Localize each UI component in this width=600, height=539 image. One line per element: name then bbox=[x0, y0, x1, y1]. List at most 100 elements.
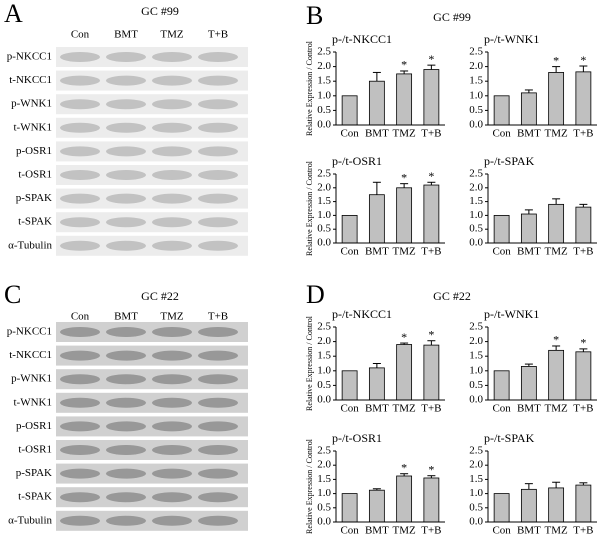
blot-band bbox=[152, 468, 192, 479]
bar bbox=[423, 344, 440, 401]
blot-band bbox=[106, 170, 146, 180]
blot-band bbox=[198, 397, 238, 408]
x-tick-label: Con bbox=[340, 246, 359, 258]
y-axis-label: Relative Expression / Control bbox=[305, 438, 314, 534]
blot-band bbox=[152, 397, 192, 408]
y-tick-label: 2.5 bbox=[469, 168, 483, 180]
x-tick-label: TMZ bbox=[393, 525, 417, 537]
error-bar bbox=[524, 363, 533, 367]
chart-title: p-/t-OSR1 bbox=[332, 154, 382, 168]
y-tick-label: 1.5 bbox=[469, 350, 483, 362]
y-tick-label: 2.0 bbox=[469, 60, 483, 72]
x-tick-label: T+B bbox=[573, 403, 593, 415]
y-tick-label: 0.0 bbox=[469, 394, 483, 406]
blot-label: p-WNK1 bbox=[11, 373, 52, 385]
x-tick-label: BMT bbox=[365, 128, 389, 140]
x-tick-label: BMT bbox=[517, 246, 541, 258]
y-tick-label: 0.0 bbox=[317, 237, 331, 249]
bar bbox=[575, 206, 592, 244]
error-bar bbox=[552, 198, 561, 205]
x-tick-label: BMT bbox=[365, 403, 389, 415]
bar bbox=[341, 214, 358, 244]
y-tick-label: 2.0 bbox=[469, 459, 483, 471]
blot-band bbox=[198, 327, 238, 337]
lane-label: BMT bbox=[114, 29, 138, 41]
blot-band bbox=[152, 374, 192, 385]
x-tick-label: TMZ bbox=[393, 246, 417, 258]
y-tick-label: 0.5 bbox=[317, 223, 331, 235]
blot-band bbox=[152, 146, 192, 157]
chart-title: p-/t-NKCC1 bbox=[332, 32, 392, 46]
lane-label: T+B bbox=[208, 29, 228, 41]
blot-band bbox=[60, 217, 100, 228]
panel-title: GC #22 bbox=[433, 289, 471, 303]
y-tick-label: 0.5 bbox=[469, 379, 483, 391]
panel-title: GC #99 bbox=[141, 4, 179, 18]
y-tick-label: 2.0 bbox=[317, 181, 331, 193]
bar bbox=[575, 351, 592, 401]
y-tick-label: 1.5 bbox=[317, 195, 331, 207]
significance-mark: * bbox=[553, 53, 559, 67]
y-tick-label: 1.5 bbox=[469, 75, 483, 87]
blot-band bbox=[106, 122, 146, 133]
blot-band bbox=[152, 99, 192, 110]
y-tick-label: 2.5 bbox=[317, 445, 331, 457]
x-tick-label: TMZ bbox=[545, 403, 569, 415]
bar bbox=[520, 213, 537, 244]
x-tick-label: Con bbox=[492, 525, 511, 537]
chart-title: p-/t-WNK1 bbox=[484, 32, 539, 46]
panel-letter: C bbox=[4, 280, 21, 309]
blot-label: t-OSR1 bbox=[18, 444, 52, 456]
blot-label: t-NKCC1 bbox=[9, 74, 52, 86]
bar bbox=[548, 487, 565, 523]
bar bbox=[493, 370, 510, 401]
blot-band bbox=[106, 350, 146, 361]
error-bar bbox=[427, 181, 436, 186]
x-tick-label: Con bbox=[492, 403, 511, 415]
bar bbox=[548, 72, 565, 126]
blot-band bbox=[152, 515, 192, 526]
blot-band bbox=[198, 99, 238, 110]
error-bar bbox=[579, 482, 588, 486]
y-tick-label: 0.5 bbox=[317, 379, 331, 391]
error-bar bbox=[400, 183, 409, 188]
blot-band bbox=[106, 99, 146, 110]
blot-band bbox=[198, 75, 238, 86]
bar bbox=[341, 493, 358, 523]
significance-mark: * bbox=[428, 52, 434, 66]
blot-band bbox=[198, 515, 238, 526]
blot-band bbox=[60, 374, 100, 385]
bar bbox=[368, 194, 385, 244]
blot-band bbox=[152, 327, 192, 337]
blot-band bbox=[152, 421, 192, 432]
error-bar bbox=[579, 348, 588, 352]
x-tick-label: BMT bbox=[517, 128, 541, 140]
x-tick-label: T+B bbox=[421, 525, 441, 537]
bar bbox=[341, 95, 358, 126]
blot-band bbox=[106, 445, 146, 455]
blot-band bbox=[60, 122, 100, 133]
error-bar bbox=[552, 481, 561, 488]
x-tick-label: TMZ bbox=[545, 525, 569, 537]
significance-mark: * bbox=[401, 460, 407, 474]
chart-title: p-/t-SPAK bbox=[484, 154, 535, 168]
error-bar bbox=[524, 483, 533, 490]
bar bbox=[575, 71, 592, 126]
bar bbox=[396, 475, 413, 523]
y-tick-label: 1.0 bbox=[317, 209, 331, 221]
blot-label: p-NKCC1 bbox=[7, 326, 52, 338]
y-tick-label: 1.5 bbox=[469, 473, 483, 485]
y-tick-label: 0.0 bbox=[317, 119, 331, 131]
lane-label: Con bbox=[71, 311, 90, 323]
chart-title: p-/t-SPAK bbox=[484, 431, 535, 445]
blot-band bbox=[198, 350, 238, 361]
y-tick-label: 1.0 bbox=[469, 209, 483, 221]
blot-band bbox=[106, 327, 146, 337]
blot-label: t-WNK1 bbox=[14, 396, 53, 408]
lane-label: TMZ bbox=[160, 29, 184, 41]
blot-band bbox=[60, 99, 100, 110]
bar bbox=[520, 92, 537, 126]
panel-letter: A bbox=[4, 0, 23, 28]
y-tick-label: 1.0 bbox=[317, 364, 331, 376]
blot-band bbox=[152, 350, 192, 361]
